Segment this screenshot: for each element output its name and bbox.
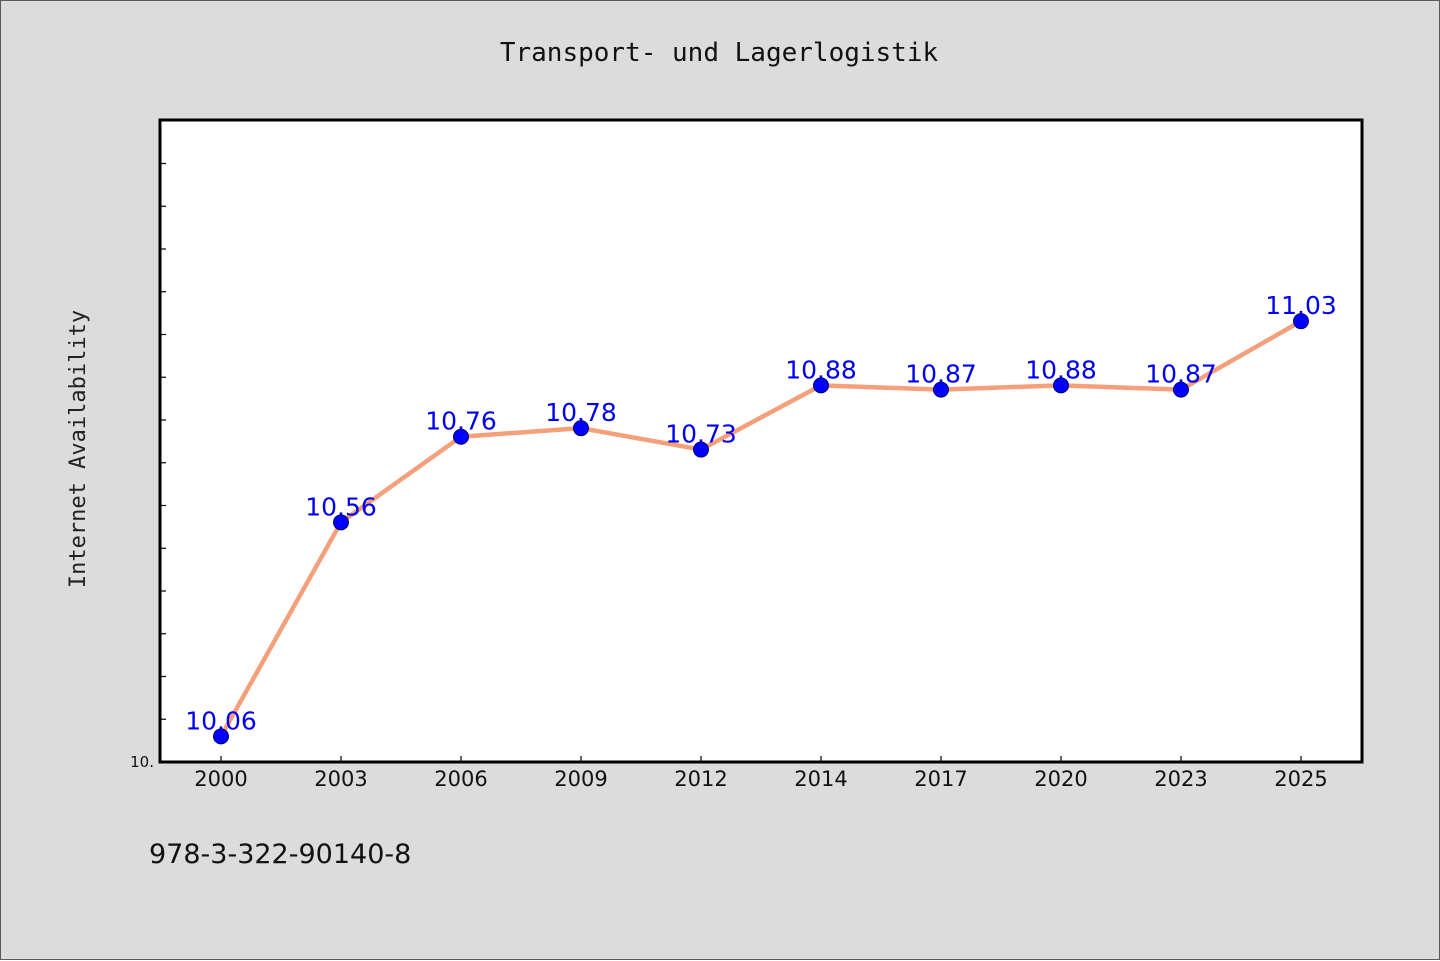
x-tick-label: 2006 <box>434 767 487 791</box>
series-line <box>218 318 1304 739</box>
data-point <box>453 428 469 445</box>
x-tick-label: 2020 <box>1034 767 1087 791</box>
plot-area <box>158 118 1364 764</box>
chart-title: Transport- und Lagerlogistik <box>500 38 939 68</box>
data-point <box>1053 377 1069 394</box>
isbn-text: 978-3-322-90140-8 <box>149 839 411 870</box>
data-point <box>213 728 229 745</box>
y-axis-label: Internet Availability <box>66 310 91 588</box>
x-tick-label: 2017 <box>914 767 967 791</box>
data-point <box>573 420 589 437</box>
data-point <box>693 441 709 458</box>
y-axis-ticks <box>160 162 166 720</box>
x-axis-ticks: 2000 2003 2006 2009 2012 2014 2017 2020 2023 2025 <box>194 756 1328 791</box>
x-tick-label: 2000 <box>194 767 247 791</box>
x-tick-label: 2023 <box>1154 767 1207 791</box>
x-tick-label: 2025 <box>1274 767 1327 791</box>
y-axis-tick-label: 10. <box>130 753 154 771</box>
data-point <box>933 381 949 398</box>
x-tick-label: 2009 <box>554 767 607 791</box>
data-point <box>1173 381 1189 398</box>
x-tick-label: 2003 <box>314 767 367 791</box>
x-tick-label: 2014 <box>794 767 847 791</box>
data-point <box>333 514 349 531</box>
x-tick-label: 2012 <box>674 767 727 791</box>
data-point <box>813 377 829 394</box>
data-point <box>1293 313 1309 330</box>
